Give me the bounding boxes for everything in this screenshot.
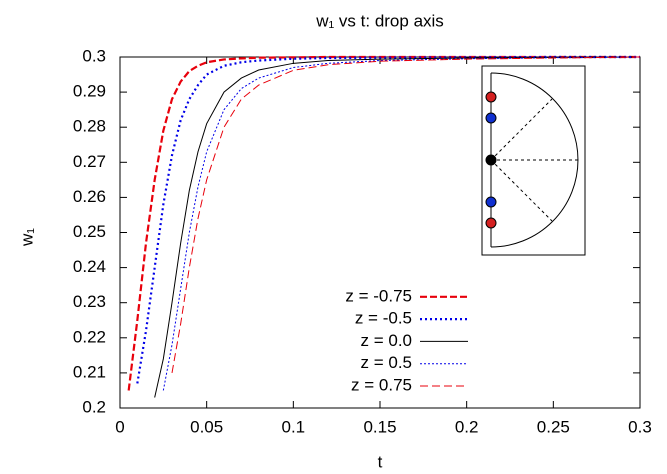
series-line [162,56,641,391]
y-tick-label: 0.21 [73,362,106,381]
y-tick-label: 0.26 [73,187,106,206]
x-tick-label: 0.05 [190,417,223,436]
x-tick-label: 0.25 [537,417,570,436]
x-tick-label: 0.1 [282,417,306,436]
legend-label: z = 0.0 [360,331,412,350]
y-tick-label: 0.2 [82,397,106,416]
series-line [171,56,641,373]
y-tick-label: 0.28 [73,117,106,136]
x-tick-label: 0.3 [628,417,652,436]
x-tick-label: 0.2 [455,417,479,436]
y-tick-label: 0.3 [82,46,106,65]
x-tick-label: 0.15 [363,417,396,436]
x-axis-label: t [378,452,383,471]
y-tick-label: 0.25 [73,222,106,241]
y-tick-label: 0.23 [73,292,106,311]
legend-label: z = 0.5 [360,353,412,372]
inset-diagram [481,65,586,256]
y-tick-label: 0.24 [73,257,106,276]
series-line [154,56,641,398]
y-tick-label: 0.22 [73,327,106,346]
legend-label: z = 0.75 [351,375,412,394]
legend-label: z = -0.75 [345,286,412,305]
y-tick-label: 0.27 [73,152,106,171]
chart-title: w₁ vs t: drop axis [315,11,444,30]
y-tick-label: 0.29 [73,82,106,101]
legend-label: z = -0.5 [355,309,412,328]
x-tick-label: 0 [115,417,124,436]
y-axis-label: w₁ [17,228,36,247]
series-line [136,55,640,384]
